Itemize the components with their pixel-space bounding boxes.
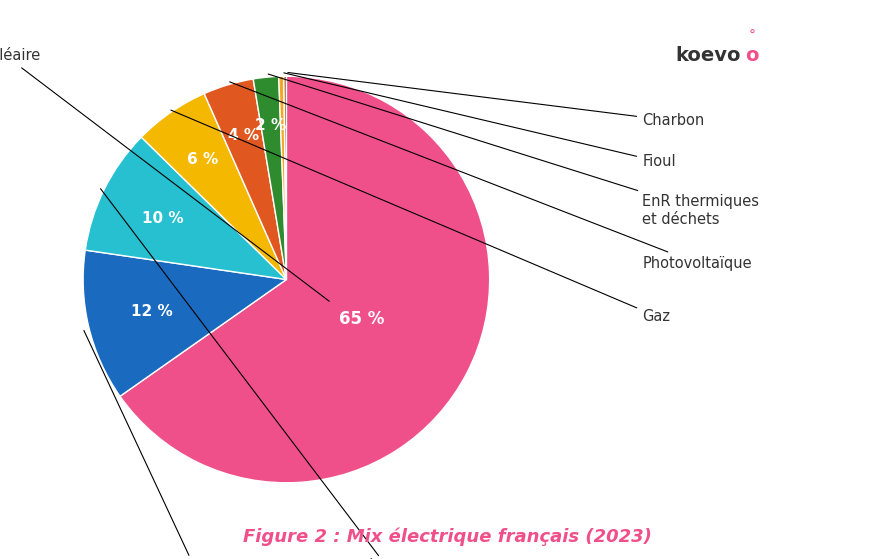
Text: 2 %: 2 % [255, 119, 286, 133]
Text: Charbon: Charbon [288, 73, 704, 129]
Wedge shape [83, 250, 286, 396]
Text: °: ° [747, 29, 755, 44]
Wedge shape [85, 137, 286, 280]
Wedge shape [283, 76, 286, 280]
Text: koevo: koevo [675, 46, 740, 65]
Text: o: o [745, 46, 758, 65]
Text: Fioul: Fioul [283, 73, 675, 169]
Wedge shape [141, 93, 286, 280]
Text: Gaz: Gaz [171, 110, 670, 324]
Wedge shape [253, 77, 286, 280]
Text: Figure 2 : Mix électrique français (2023): Figure 2 : Mix électrique français (2023… [243, 527, 651, 546]
Text: Nucléaire: Nucléaire [0, 49, 329, 301]
Text: 12 %: 12 % [131, 304, 173, 319]
Text: Hydraulique: Hydraulique [84, 330, 240, 559]
Wedge shape [120, 76, 489, 483]
Text: 10 %: 10 % [141, 211, 183, 226]
Text: 4 %: 4 % [228, 128, 258, 143]
Text: 6 %: 6 % [187, 151, 218, 167]
Text: Éolien: Éolien [100, 189, 409, 559]
Wedge shape [204, 79, 286, 280]
Wedge shape [278, 76, 286, 280]
Text: 65 %: 65 % [339, 310, 384, 328]
Text: Photovoltaïque: Photovoltaïque [230, 82, 751, 271]
Text: EnR thermiques
et déchets: EnR thermiques et déchets [268, 74, 758, 226]
